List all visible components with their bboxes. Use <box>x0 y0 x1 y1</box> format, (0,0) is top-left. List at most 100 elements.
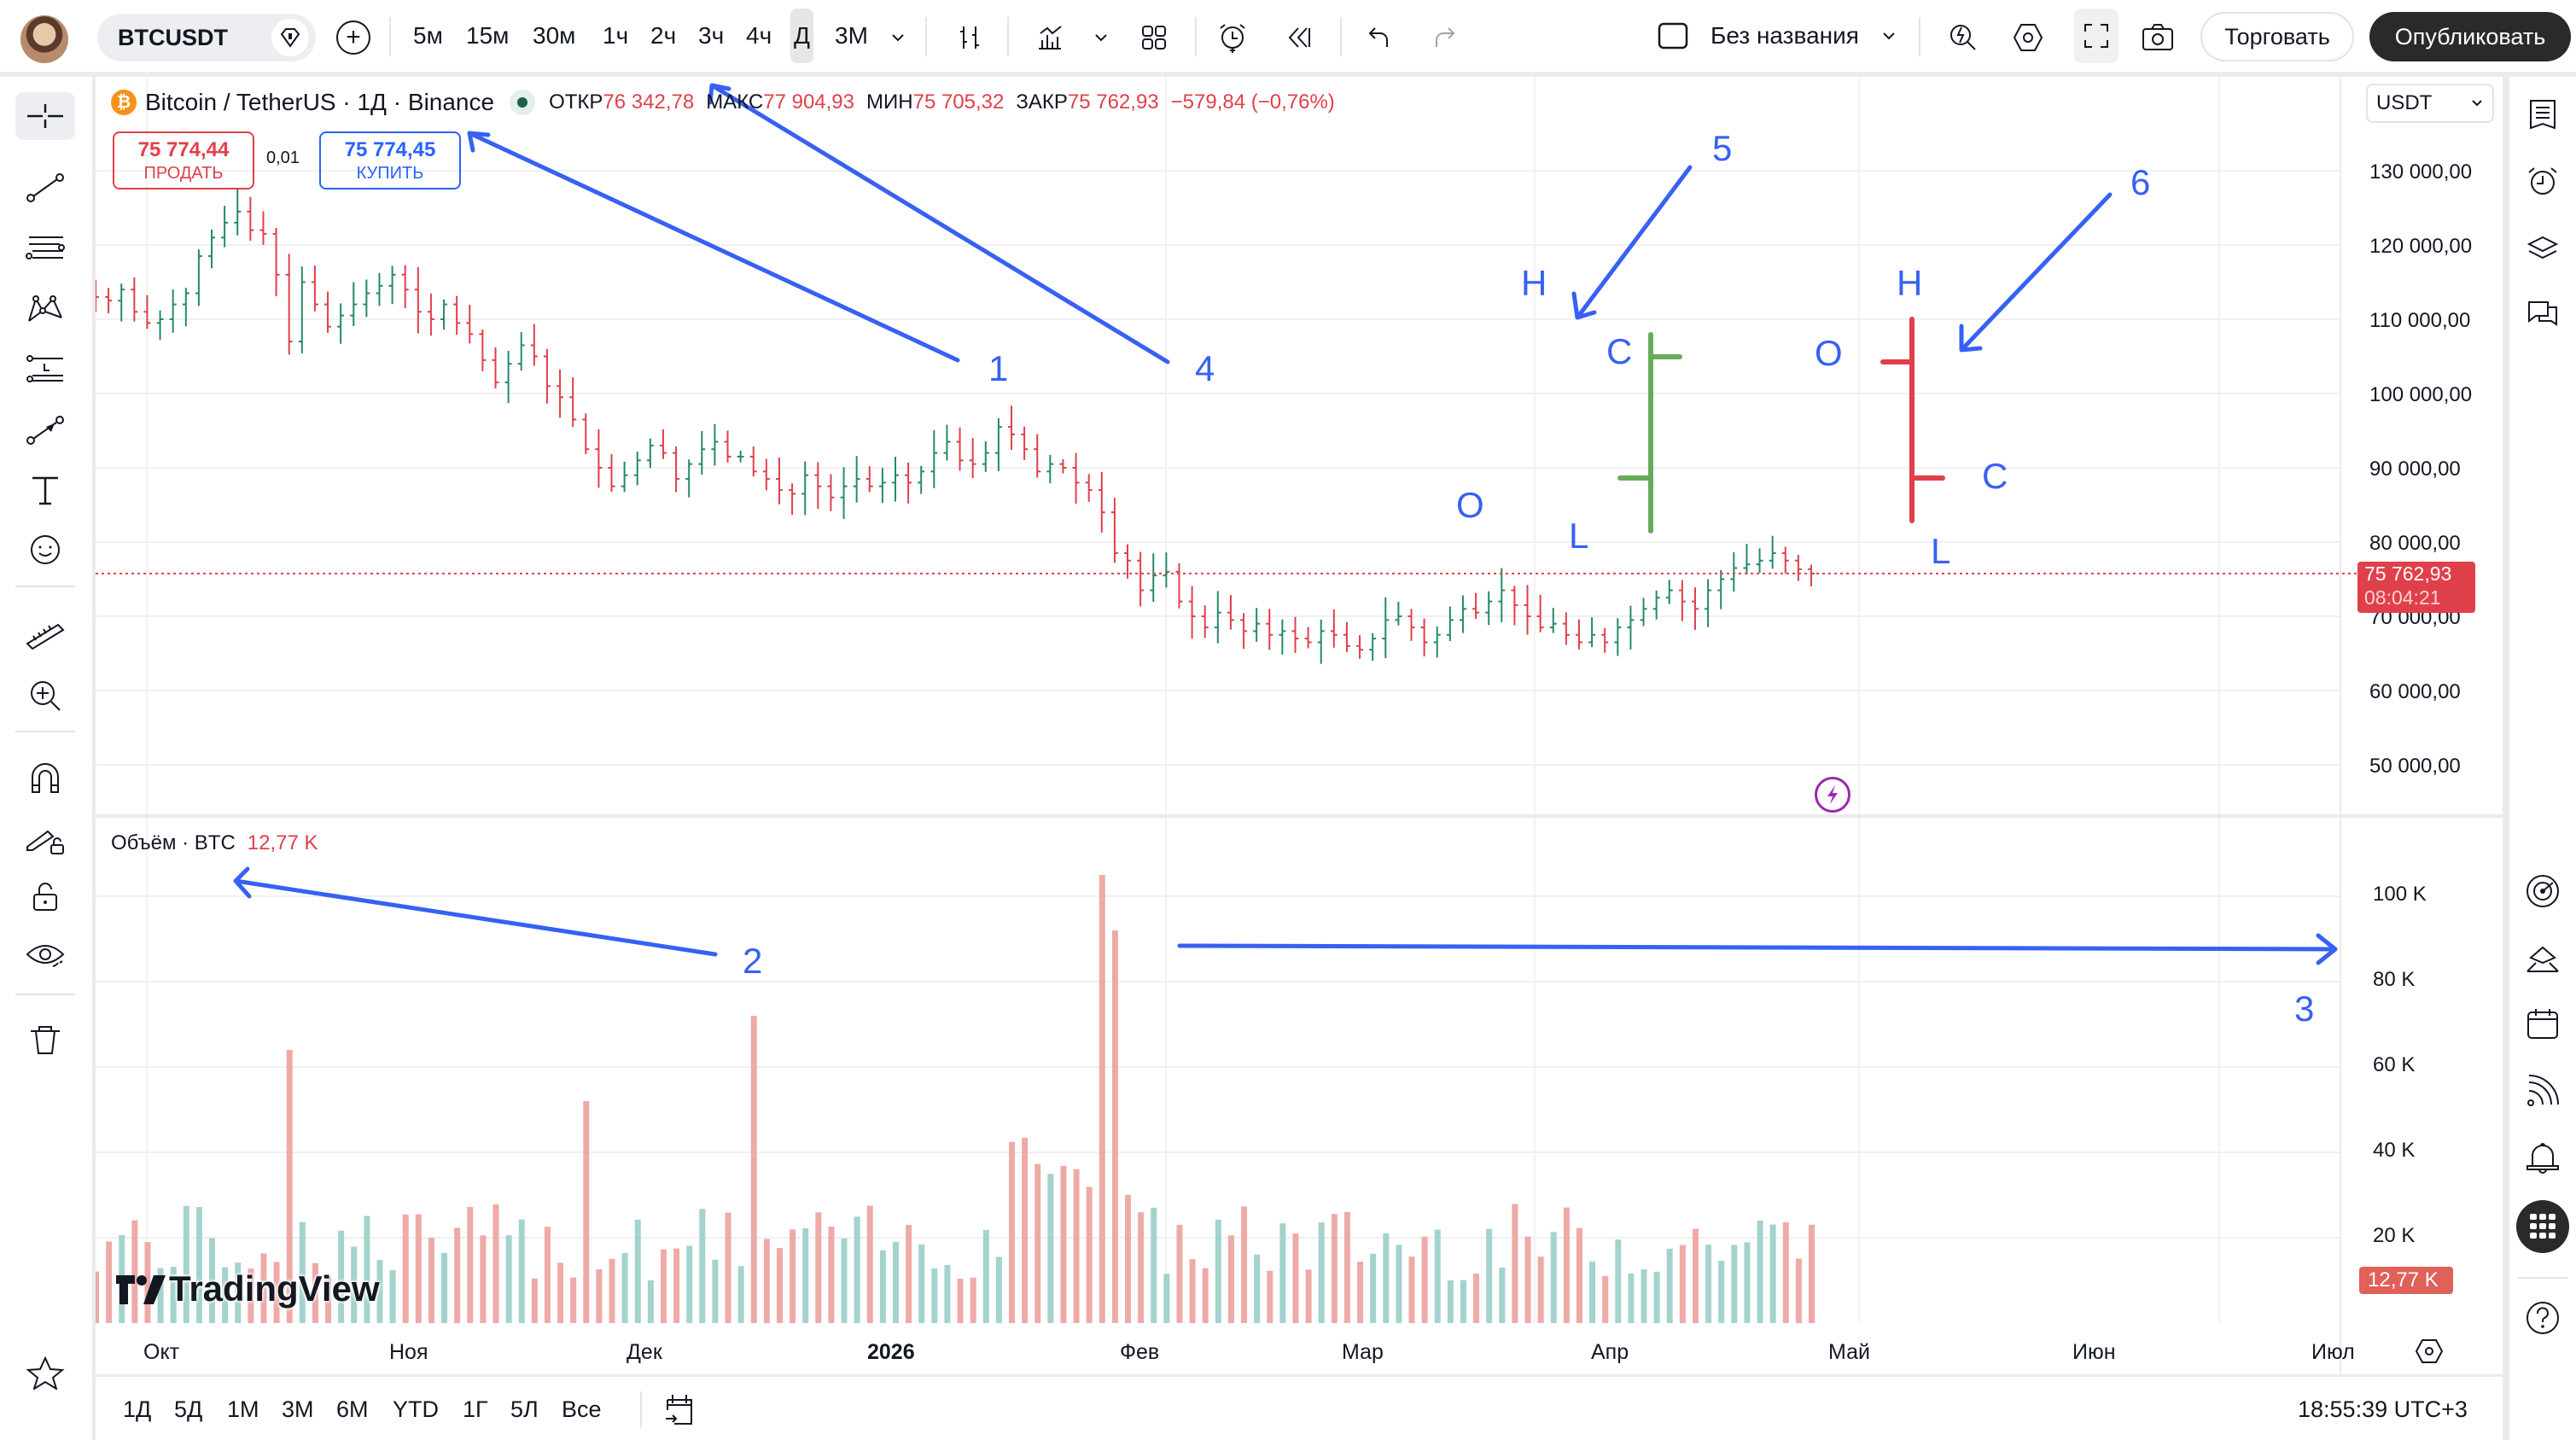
open-label: ОТКР <box>549 90 603 114</box>
layout-grid-icon[interactable] <box>1135 19 1173 56</box>
symbol-search-button[interactable]: BTCUSDT <box>97 14 316 61</box>
range-ytd[interactable]: YTD <box>393 1396 439 1422</box>
arrow-line-icon <box>26 416 64 445</box>
unlock-icon <box>33 883 57 911</box>
annotation-label-1: 1 <box>988 348 1009 388</box>
zoom-in-tool[interactable] <box>15 671 75 719</box>
fullscreen-icon[interactable] <box>2074 9 2118 63</box>
chat-icon[interactable] <box>2522 294 2563 335</box>
timezone-clock[interactable]: 18:55:39 UTC+3 <box>2298 1396 2468 1422</box>
timeframe-2h[interactable]: 2ч <box>650 22 677 49</box>
text-tool[interactable] <box>15 466 75 514</box>
favorites-tool[interactable] <box>15 1349 75 1396</box>
timeframe-4h[interactable]: 4ч <box>746 22 772 49</box>
buy-price: 75 774,45 <box>344 138 436 161</box>
magnet-tool[interactable] <box>15 755 75 802</box>
help-icon[interactable] <box>2522 1297 2563 1338</box>
fib-tool[interactable] <box>15 345 75 393</box>
price-chart-canvas[interactable] <box>96 77 2503 1440</box>
bar-style-icon[interactable] <box>951 19 988 56</box>
ohlc-values: ОТКР76 342,78 МАКС77 904,93 МИН75 705,32 ЗА… <box>549 90 1347 114</box>
sell-button[interactable]: 75 774,44 ПРОДАТЬ <box>113 131 254 189</box>
timeframe-30m[interactable]: 30м <box>533 22 576 49</box>
alert-clock-icon[interactable] <box>1214 19 1251 56</box>
range-1d[interactable]: 1Д <box>123 1396 152 1422</box>
last-price: 75 762,93 <box>2364 563 2452 585</box>
range-6m[interactable]: 6М <box>336 1396 369 1422</box>
drawing-toolbar <box>0 77 92 1440</box>
timeframe-5m[interactable]: 5м <box>413 22 443 49</box>
settings-gear-icon[interactable] <box>2009 19 2047 56</box>
parallel-lines-tool[interactable] <box>15 224 75 271</box>
notifications-bell-icon[interactable] <box>2522 1137 2563 1178</box>
timeframe-1h[interactable]: 1ч <box>603 22 629 49</box>
indicators-dropdown-chevron-icon[interactable] <box>1082 19 1120 56</box>
market-open-status-icon <box>510 90 536 115</box>
range-1y[interactable]: 1Г <box>463 1396 488 1422</box>
calendar-icon[interactable] <box>2522 1004 2563 1045</box>
lightning-event-icon[interactable] <box>1815 777 1850 813</box>
range-5d[interactable]: 5Д <box>174 1396 203 1422</box>
volume-legend[interactable]: Объём · BTC 12,77 K <box>111 831 318 855</box>
remove-drawings-tool[interactable] <box>15 1016 75 1064</box>
redo-icon[interactable] <box>1425 19 1463 56</box>
pane-divider[interactable] <box>96 814 2503 818</box>
time-label-year: 2026 <box>867 1340 915 1364</box>
range-1m[interactable]: 1М <box>227 1396 259 1422</box>
trade-button[interactable]: Торговать <box>2200 12 2354 61</box>
replay-rewind-icon[interactable] <box>1280 19 1318 56</box>
watchlist-icon[interactable] <box>2522 94 2563 135</box>
currency-selector[interactable]: USDT <box>2366 84 2494 123</box>
hotlists-target-icon[interactable] <box>2522 871 2563 912</box>
timeframe-15m[interactable]: 15м <box>466 22 510 49</box>
emoji-tool[interactable] <box>15 526 75 574</box>
indicators-icon[interactable] <box>1031 19 1069 56</box>
screenshot-camera-icon[interactable] <box>2139 19 2177 56</box>
pattern-tool[interactable] <box>15 285 75 333</box>
lock-all-drawings-tool[interactable] <box>15 872 75 920</box>
price-tick: 120 000,00 <box>2369 235 2473 258</box>
range-3m[interactable]: 3М <box>282 1396 314 1422</box>
ideas-icon[interactable] <box>2522 937 2563 978</box>
divider <box>925 17 927 56</box>
layers-icon[interactable] <box>2522 227 2563 268</box>
range-5y[interactable]: 5Л <box>510 1396 539 1422</box>
trendline-tool[interactable] <box>15 164 75 212</box>
publish-button[interactable]: Опубликовать <box>2369 12 2571 61</box>
apps-grid-button[interactable] <box>2516 1200 2569 1253</box>
watermark-text: TradingView <box>169 1268 380 1309</box>
hide-drawings-tool[interactable] <box>15 930 75 978</box>
timeframe-dropdown-chevron-icon[interactable] <box>879 19 917 56</box>
crosshair-tool[interactable] <box>15 92 75 140</box>
range-all[interactable]: Все <box>562 1396 602 1422</box>
lock-drawing-mode-tool[interactable] <box>15 814 75 862</box>
pro-diamond-icon[interactable] <box>271 19 309 56</box>
arrow-tool[interactable] <box>15 406 75 454</box>
volume-tick: 60 K <box>2373 1053 2416 1076</box>
undo-icon[interactable] <box>1361 19 1398 56</box>
timeframe-3M[interactable]: 3М <box>835 22 868 49</box>
symbol-legend[interactable]: ₿ Bitcoin / TetherUS · 1Д · Binance ОТКР… <box>111 89 1347 116</box>
bear-bar-close-label: C <box>1982 456 2008 496</box>
axis-settings-icon[interactable] <box>2414 1337 2445 1366</box>
divider <box>15 731 75 732</box>
tradingview-watermark[interactable]: TradingView <box>114 1268 380 1309</box>
ruler-tool[interactable] <box>15 611 75 659</box>
volume-tick: 100 K <box>2373 883 2427 906</box>
timeframe-1d[interactable]: Д <box>790 9 813 63</box>
timeframe-3h[interactable]: 3ч <box>698 22 725 49</box>
low-label: МИН <box>866 90 913 114</box>
alerts-clock-icon[interactable] <box>2522 160 2563 201</box>
buy-button[interactable]: 75 774,45 КУПИТЬ <box>319 131 461 189</box>
user-avatar[interactable] <box>20 15 68 63</box>
bull-bar-open-label: O <box>1456 485 1484 525</box>
layout-name-dropdown[interactable]: Без названия <box>1656 19 1897 53</box>
annotation-label-4: 4 <box>1195 348 1215 388</box>
smiley-icon <box>31 535 60 564</box>
divider <box>1340 17 1342 56</box>
quick-search-icon[interactable] <box>1944 19 1982 56</box>
chart-area[interactable]: ₿ Bitcoin / TetherUS · 1Д · Binance ОТКР… <box>96 77 2503 1440</box>
go-to-date-calendar-icon[interactable] <box>662 1391 696 1427</box>
compare-symbol-button[interactable]: + <box>336 20 370 55</box>
news-feed-icon[interactable] <box>2522 1070 2563 1111</box>
